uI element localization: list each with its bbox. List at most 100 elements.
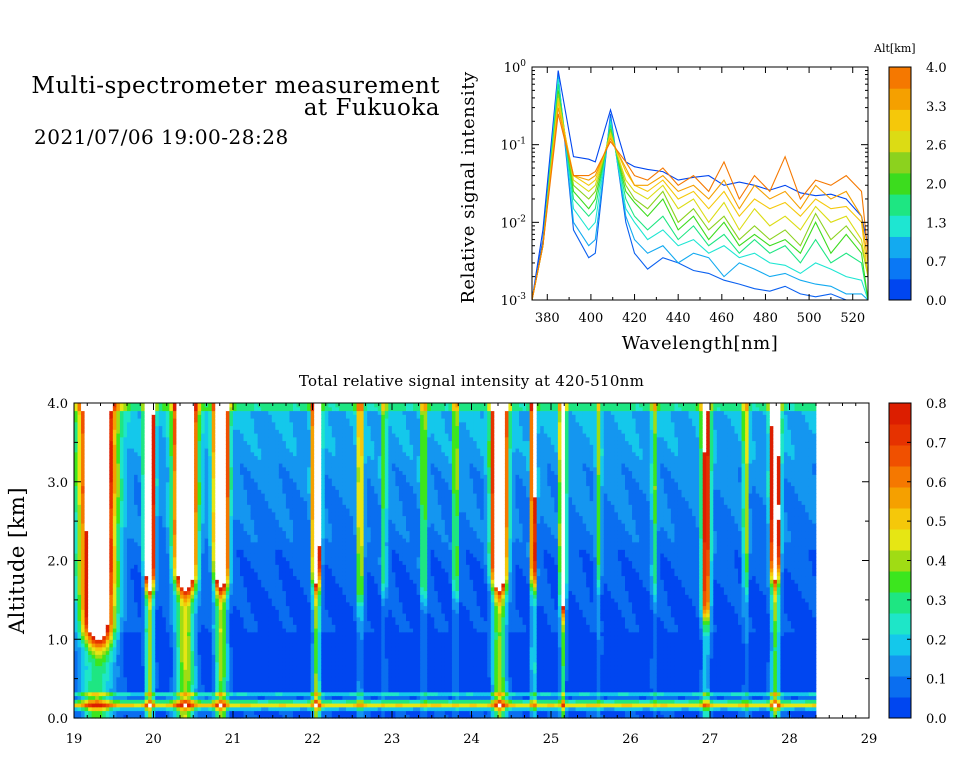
heatmap-cell	[84, 676, 89, 682]
heatmap-cell	[162, 646, 167, 652]
heatmap-cell	[84, 571, 89, 577]
heatmap-cell	[264, 620, 269, 625]
heatmap-cell	[84, 470, 89, 475]
heatmap-cell	[176, 534, 181, 539]
heatmap-cell	[155, 714, 160, 719]
heatmap-cell	[240, 699, 245, 704]
heatmap-cell	[126, 650, 132, 655]
heatmap-cell	[137, 643, 142, 648]
heatmap-cell	[123, 586, 128, 592]
heatmap-cell	[201, 421, 206, 427]
heatmap-cell	[247, 470, 252, 475]
heatmap-cell	[236, 553, 241, 558]
heatmap-cell	[148, 463, 153, 468]
heatmap-cell	[102, 444, 107, 449]
heatmap-cell	[151, 635, 156, 640]
heatmap-cell	[261, 433, 266, 438]
heatmap-cell	[176, 703, 181, 708]
heatmap-cell	[105, 609, 110, 614]
heatmap-cell	[222, 688, 227, 693]
heatmap-cell	[275, 613, 280, 618]
heatmap-cell	[240, 616, 245, 622]
heatmap-cell	[126, 699, 132, 704]
heatmap-cell	[95, 481, 100, 487]
heatmap-cell	[268, 478, 273, 483]
heatmap-cell	[91, 485, 96, 490]
heatmap-cell	[250, 605, 255, 610]
heatmap-cell	[243, 624, 248, 629]
heatmap-cell	[183, 699, 188, 704]
heatmap-cell	[144, 650, 149, 655]
heatmap-cell	[105, 661, 110, 667]
heatmap-cell	[264, 444, 269, 449]
heatmap-cell	[275, 500, 280, 505]
heatmap-cell	[254, 684, 259, 689]
heatmap-cell	[123, 688, 128, 693]
heatmap-cell	[151, 699, 156, 704]
heatmap-cell	[151, 440, 156, 445]
heatmap-cell	[162, 628, 167, 633]
heatmap-cell	[190, 530, 195, 535]
heatmap-cell	[74, 673, 79, 678]
heatmap-cell	[155, 579, 160, 584]
heatmap-cell	[222, 459, 227, 464]
heatmap-cell	[215, 635, 220, 640]
heatmap-cell	[179, 613, 185, 618]
heatmap-cell	[218, 504, 223, 509]
heatmap-cell	[236, 421, 241, 427]
heatmap-cell	[268, 444, 273, 449]
heatmap-cell	[102, 703, 107, 708]
heatmap-cell	[172, 485, 178, 490]
heatmap-cell	[194, 658, 199, 663]
heatmap-cell	[158, 590, 163, 595]
heatmap-cell	[141, 474, 146, 479]
heatmap-cell	[271, 699, 276, 704]
heatmap-cell	[109, 534, 114, 539]
heatmap-cell	[229, 474, 234, 479]
heatmap-cell	[155, 500, 160, 505]
heatmap-cell	[254, 418, 259, 423]
heatmap-cell	[88, 448, 93, 453]
heatmap-cell	[148, 695, 153, 700]
heatmap-cell	[162, 650, 167, 655]
heatmap-cell	[81, 650, 86, 655]
heatmap-cell	[81, 466, 86, 472]
heatmap-cell	[116, 466, 121, 472]
heatmap-cell	[264, 654, 269, 659]
heatmap-cell	[179, 691, 185, 697]
heatmap-cell	[254, 609, 259, 614]
heatmap-cell	[250, 425, 255, 430]
heatmap-cell	[268, 556, 273, 562]
heatmap-cell	[84, 586, 89, 592]
heatmap-cell	[155, 568, 160, 573]
heatmap-cell	[151, 485, 156, 490]
heatmap-cell	[137, 418, 142, 423]
heatmap-cell	[169, 538, 174, 543]
heatmap-cell	[151, 448, 156, 453]
heatmap-cell	[88, 669, 93, 674]
heatmap-cell	[236, 504, 241, 509]
heatmap-cell	[204, 631, 209, 637]
heatmap-cell	[236, 601, 241, 607]
heatmap-cell	[232, 583, 238, 588]
heatmap-cell	[264, 504, 269, 509]
heatmap-cell	[271, 485, 276, 490]
heatmap-cell	[105, 433, 110, 438]
heatmap-cell	[247, 504, 252, 509]
heatmap-cell	[151, 639, 156, 644]
heatmap-cell	[148, 586, 153, 592]
heatmap-cell	[116, 455, 121, 460]
heatmap-cell	[151, 545, 156, 550]
heatmap-cell	[165, 470, 170, 475]
heatmap-cell	[271, 538, 276, 543]
heatmap-cell	[151, 534, 156, 539]
heatmap-cell	[208, 609, 213, 614]
heatmap-cell	[141, 590, 146, 595]
heatmap-cell	[77, 553, 82, 558]
heatmap-cell	[148, 474, 153, 479]
heatmap-cell	[148, 538, 153, 543]
heatmap-cell	[275, 481, 280, 487]
heatmap-cell	[179, 684, 185, 689]
heatmap-cell	[148, 613, 153, 618]
heatmap-cell	[74, 463, 79, 468]
